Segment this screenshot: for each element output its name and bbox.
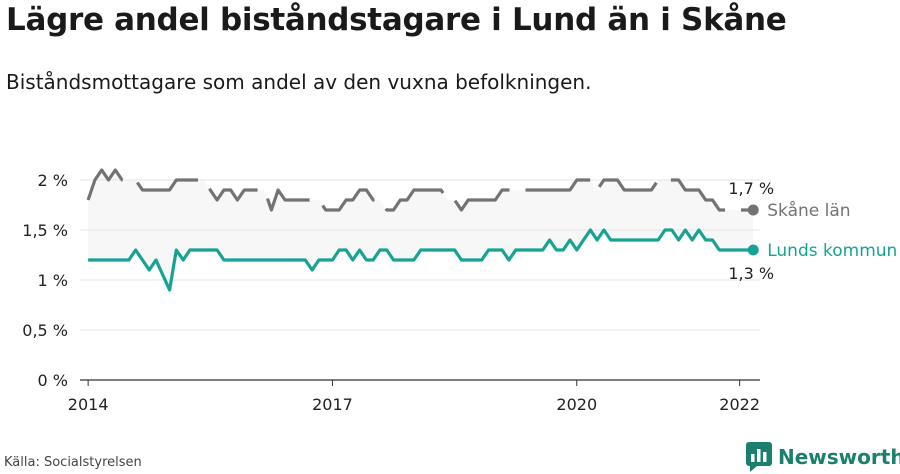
x-tick-label: 2017 xyxy=(312,395,353,414)
x-tick-label: 2020 xyxy=(556,395,597,414)
y-tick-label: 1,5 % xyxy=(22,221,68,240)
x-tick-label: 2014 xyxy=(68,395,109,414)
chart-title: Lägre andel biståndstagare i Lund än i S… xyxy=(6,2,787,38)
series-line-lund xyxy=(88,228,754,292)
series-end-value-label: 1,3 % xyxy=(728,264,774,283)
y-tick-label: 1 % xyxy=(38,271,68,290)
y-tick-label: 0,5 % xyxy=(22,321,68,340)
series-line-skane xyxy=(86,168,754,212)
series-end-point xyxy=(747,204,759,216)
series-end-point xyxy=(747,244,759,256)
source-note: Källa: Socialstyrelsen xyxy=(4,455,142,470)
brand-name: Newsworthy xyxy=(778,445,900,469)
series-end-value-label: 1,7 % xyxy=(728,179,774,198)
series-name-label: Lunds kommun xyxy=(767,241,897,261)
series-name-label: Skåne län xyxy=(767,200,850,221)
brand-logo: Newsworthy xyxy=(746,441,900,473)
y-tick-label: 0 % xyxy=(38,371,68,390)
y-tick-label: 2 % xyxy=(38,171,68,190)
chart-subtitle: Biståndsmottagare som andel av den vuxna… xyxy=(6,70,592,94)
newsworthy-logo-icon xyxy=(746,442,772,472)
x-tick-label: 2022 xyxy=(719,395,760,414)
